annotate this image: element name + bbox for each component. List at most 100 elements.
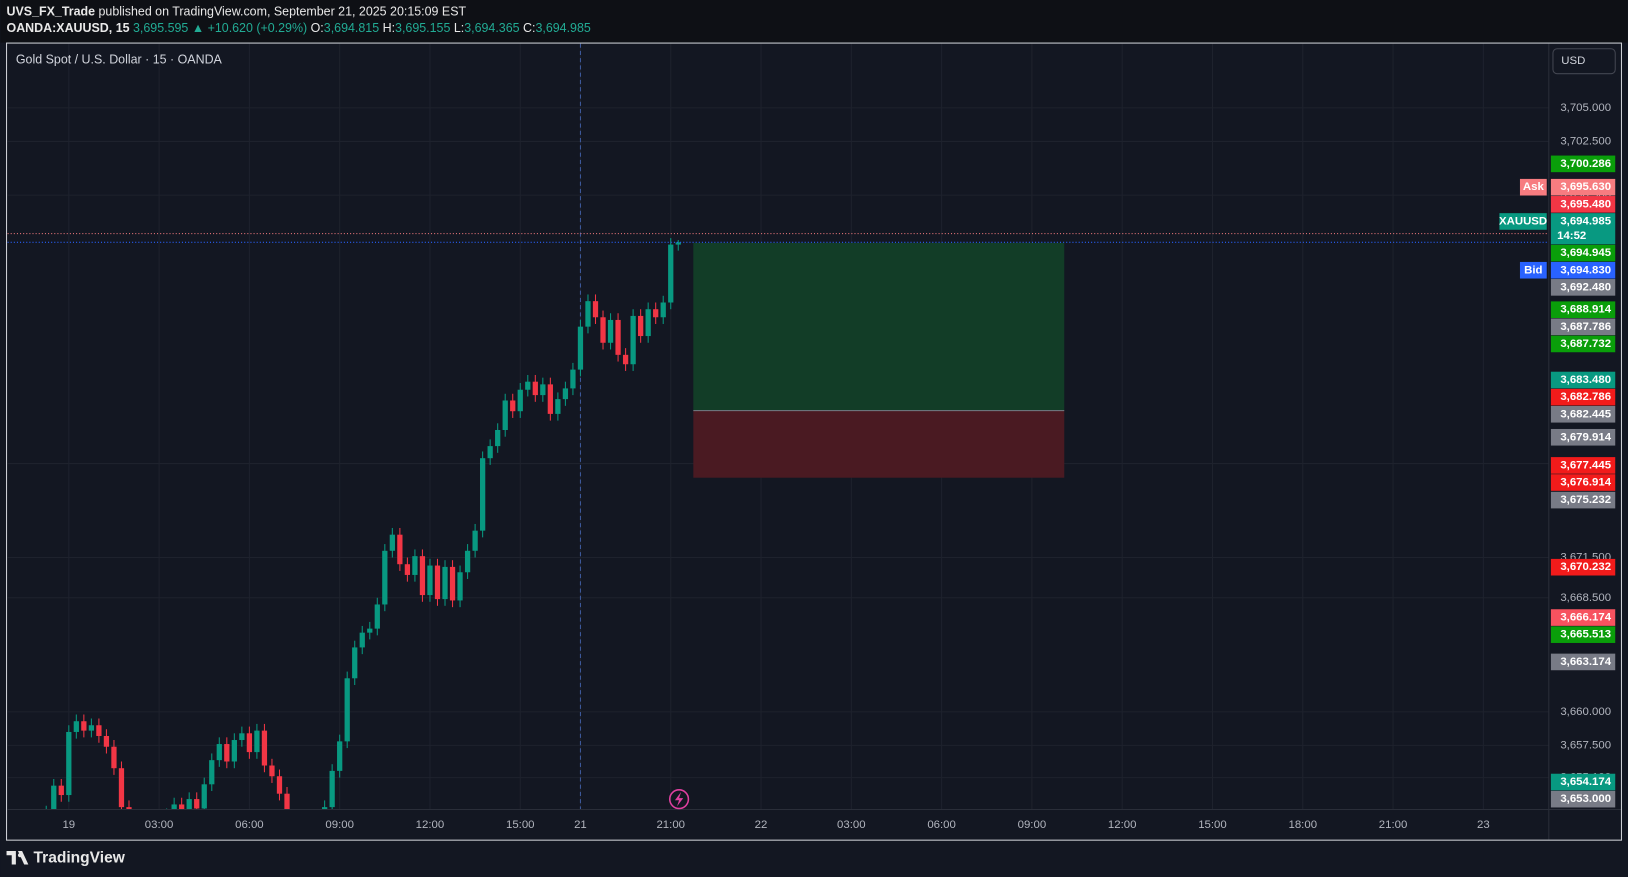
candle-body [622, 354, 629, 365]
y-tick-label: 3,657.500 [1560, 739, 1611, 751]
x-tick-label: 19 [62, 819, 75, 831]
price-label: 3,682.445 [1560, 408, 1611, 420]
candle-body [344, 678, 350, 742]
candle-body [510, 400, 516, 412]
candle-body [577, 326, 584, 370]
candle-body [464, 550, 471, 573]
price-label: 3,700.286 [1560, 158, 1611, 170]
candle-body [427, 565, 433, 596]
price-label: 3,682.786 [1560, 391, 1611, 403]
candle-body [276, 776, 283, 794]
x-tick-label: 23 [1477, 819, 1490, 831]
price-label-box [1550, 653, 1616, 671]
candle-body [517, 389, 523, 412]
candle-body [201, 784, 207, 809]
y-tick-label: 3,705.000 [1560, 102, 1611, 114]
price-label-box [1550, 178, 1616, 196]
candle-body [675, 242, 681, 245]
candle-body [592, 301, 599, 318]
candle-body [269, 765, 275, 777]
price-labels: 3,700.286 3,695.630 Ask 3,695.480 3,694.985 1… [1499, 155, 1616, 808]
candle-body [570, 369, 576, 389]
candle-body [540, 384, 546, 396]
candle-body [254, 730, 260, 753]
candle-body [111, 746, 117, 769]
candle-body [638, 315, 644, 337]
author: UVS_FX_Trade [7, 5, 96, 19]
candle-body [246, 733, 253, 753]
price-label-box [1550, 318, 1616, 336]
price-label: 3,683.480 [1560, 374, 1611, 386]
x-tick-label: 06:00 [927, 819, 956, 831]
x-tick-label: 09:00 [1018, 819, 1047, 831]
x-tick-label: 03:00 [145, 819, 174, 831]
chart-frame [6, 42, 1622, 841]
candle-body [58, 785, 64, 796]
x-tick-label: 12:00 [1108, 819, 1137, 831]
candle-body [472, 530, 478, 551]
price-label: 3,694.830 [1560, 264, 1611, 276]
position-tool [693, 242, 1065, 478]
price-label-box [1550, 558, 1616, 576]
candle-body [321, 807, 328, 810]
header-bar [0, 0, 1628, 43]
x-tick-label: 21:00 [1379, 819, 1408, 831]
countdown: 14:52 [1557, 230, 1586, 242]
x-tick-label: 15:00 [1198, 819, 1227, 831]
candle-body [231, 740, 237, 762]
candle-body [653, 309, 659, 318]
candle-body [352, 647, 358, 679]
candle-body [668, 244, 674, 303]
price-tag-box [1499, 213, 1547, 230]
symbol-line: OANDA:XAUUSD, 15 3,695.595 ▲ +10.620 (+0… [7, 21, 591, 35]
change: ▲ +10.620 (+0.29%) [192, 21, 307, 35]
price-label-box [1550, 301, 1616, 318]
candle-body [419, 556, 426, 596]
candle-body [487, 446, 493, 459]
low-label: L: [454, 21, 464, 35]
candle-body [374, 604, 380, 629]
candle-body [51, 785, 57, 810]
candle-body [457, 572, 463, 601]
price-label: 3,694.985 [1560, 215, 1611, 227]
x-tick-label: 12:00 [416, 819, 445, 831]
candle-body [367, 628, 373, 633]
price-label: 3,653.000 [1560, 793, 1611, 805]
currency-button[interactable] [1552, 48, 1616, 75]
candle-body [532, 381, 538, 396]
last-price: 3,695.595 [133, 21, 188, 35]
candle-body [502, 400, 508, 431]
price-label-box [1550, 371, 1616, 389]
price-label-box [1550, 609, 1616, 626]
price-label: 3,694.945 [1560, 247, 1611, 259]
x-tick-label: 18:00 [1288, 819, 1317, 831]
high-label: H: [383, 21, 395, 35]
price-label: 3,687.732 [1560, 338, 1611, 350]
price-label-box [1550, 428, 1616, 446]
candles [45, 238, 681, 810]
candle-body [171, 804, 177, 810]
candle-body [434, 565, 441, 600]
candle-body [547, 384, 553, 414]
price-label: 3,676.914 [1560, 477, 1611, 489]
price-label: 3,695.480 [1560, 198, 1611, 210]
price-label: 3,679.914 [1560, 431, 1611, 443]
x-tick-label: 06:00 [235, 819, 264, 831]
candle-body [261, 730, 268, 766]
candle-body [73, 721, 79, 732]
price-label-box [1550, 790, 1616, 808]
candle-body [359, 632, 365, 648]
candle-body [179, 804, 185, 810]
brand-logo: TradingView [6, 849, 126, 866]
candle-body [442, 566, 448, 600]
price-label-box [1550, 491, 1616, 509]
currency: USD [1561, 55, 1585, 67]
candle-body [382, 550, 388, 605]
candle-body [525, 381, 531, 390]
candle-body [585, 301, 591, 327]
alert-icon[interactable] [668, 789, 690, 810]
price-label: 3,688.914 [1560, 304, 1611, 316]
logo-mark [6, 851, 29, 865]
candle-body [239, 733, 245, 741]
